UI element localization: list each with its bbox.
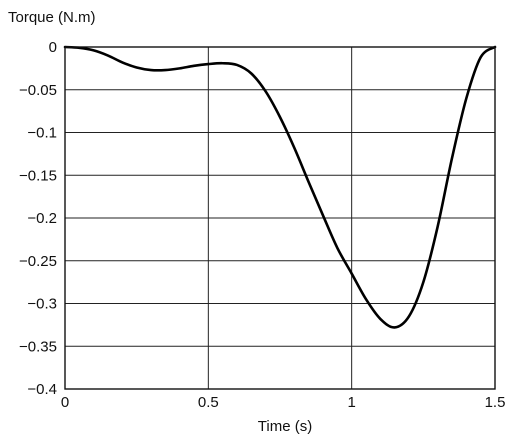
y-tick-label: −0.05 — [19, 82, 57, 99]
y-tick-label: −0.4 — [27, 381, 57, 398]
x-axis-title: Time (s) — [258, 418, 312, 435]
y-tick-label: −0.2 — [27, 210, 57, 227]
series-line-torque — [63, 45, 497, 329]
y-tick-label: 0 — [49, 39, 57, 56]
y-axis-title: Torque (N.m) — [8, 9, 96, 26]
y-tick-label: −0.1 — [27, 125, 57, 142]
x-tick-label: 0.5 — [198, 394, 219, 411]
y-tick-label: −0.3 — [27, 296, 57, 313]
y-tick-label: −0.35 — [19, 338, 57, 355]
plot-frame — [64, 46, 496, 390]
y-tick-label: −0.25 — [19, 253, 57, 270]
tick-labels: 0−0.05−0.1−0.15−0.2−0.25−0.3−0.35−0.40 0.… — [19, 39, 505, 411]
x-tick-label: 0 — [61, 394, 69, 411]
x-tick-label: 1.5 — [485, 394, 506, 411]
y-tick-label: −0.15 — [19, 167, 57, 184]
x-tick-label: 1 — [347, 394, 355, 411]
grid-layer — [64, 46, 496, 390]
